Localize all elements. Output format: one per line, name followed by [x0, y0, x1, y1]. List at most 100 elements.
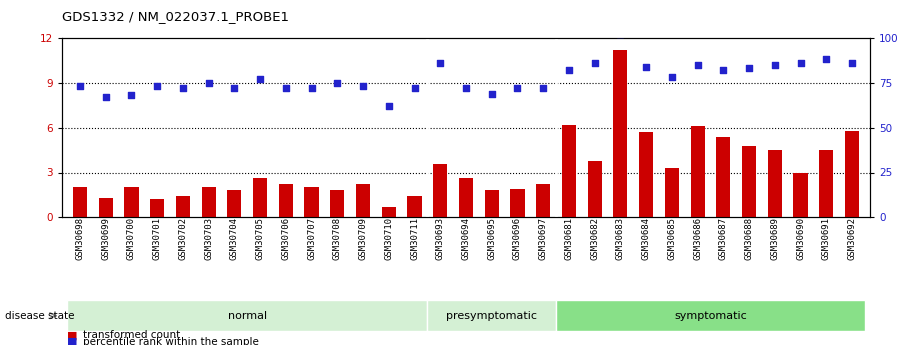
Bar [742, 146, 756, 217]
Bar [459, 178, 473, 217]
Text: GSM30702: GSM30702 [179, 217, 188, 260]
Bar [844, 131, 859, 217]
Text: GSM30695: GSM30695 [487, 217, 496, 260]
Point [767, 62, 782, 68]
Text: GSM30681: GSM30681 [565, 217, 573, 260]
Bar [382, 207, 396, 217]
Text: transformed count: transformed count [83, 331, 180, 340]
Text: GDS1332 / NM_022037.1_PROBE1: GDS1332 / NM_022037.1_PROBE1 [62, 10, 289, 23]
Text: GSM30705: GSM30705 [256, 217, 264, 260]
Bar [536, 185, 550, 217]
Text: GSM30710: GSM30710 [384, 217, 394, 260]
Text: GSM30691: GSM30691 [822, 217, 831, 260]
Text: GSM30689: GSM30689 [771, 217, 779, 260]
Bar [716, 137, 731, 217]
Point [407, 86, 422, 91]
Text: GSM30711: GSM30711 [410, 217, 419, 260]
Bar [562, 125, 576, 217]
Bar [639, 132, 653, 217]
Bar [819, 150, 834, 217]
Bar [485, 190, 499, 217]
Point [176, 86, 190, 91]
Point [124, 92, 138, 98]
Text: GSM30696: GSM30696 [513, 217, 522, 260]
Bar [427, 300, 556, 331]
Point [201, 80, 216, 86]
Point [561, 68, 576, 73]
Bar [150, 199, 164, 217]
Point [588, 60, 602, 66]
Point [433, 60, 447, 66]
Text: GSM30686: GSM30686 [693, 217, 702, 260]
Point [227, 86, 241, 91]
Point [664, 75, 679, 80]
Bar [176, 196, 190, 217]
Bar [330, 190, 344, 217]
Bar [67, 300, 427, 331]
Text: GSM30684: GSM30684 [641, 217, 650, 260]
Text: GSM30708: GSM30708 [333, 217, 342, 260]
Text: GSM30701: GSM30701 [153, 217, 161, 260]
Bar [588, 160, 602, 217]
Text: percentile rank within the sample: percentile rank within the sample [83, 337, 259, 345]
Text: GSM30687: GSM30687 [719, 217, 728, 260]
Bar [227, 190, 241, 217]
Text: GSM30688: GSM30688 [744, 217, 753, 260]
Bar [768, 150, 782, 217]
Text: GSM30685: GSM30685 [668, 217, 676, 260]
Text: GSM30692: GSM30692 [847, 217, 856, 260]
Point [253, 77, 268, 82]
Text: presymptomatic: presymptomatic [446, 311, 537, 321]
Point [459, 86, 474, 91]
Bar [73, 187, 87, 217]
Point [716, 68, 731, 73]
Point [73, 83, 87, 89]
Text: GSM30706: GSM30706 [281, 217, 291, 260]
Text: ■: ■ [67, 331, 77, 340]
Text: disease state: disease state [5, 311, 74, 321]
Bar [433, 164, 447, 217]
Point [691, 62, 705, 68]
Point [330, 80, 344, 86]
Point [510, 86, 525, 91]
Bar [356, 185, 370, 217]
Point [613, 32, 628, 37]
Text: GSM30707: GSM30707 [307, 217, 316, 260]
Bar [304, 187, 319, 217]
Text: GSM30690: GSM30690 [796, 217, 805, 260]
Bar [665, 168, 679, 217]
Point [844, 60, 859, 66]
Point [150, 83, 165, 89]
Text: GSM30700: GSM30700 [127, 217, 136, 260]
Text: GSM30698: GSM30698 [76, 217, 85, 260]
Bar [253, 178, 267, 217]
Bar [98, 198, 113, 217]
Point [819, 57, 834, 62]
Bar [613, 50, 628, 217]
Text: GSM30693: GSM30693 [435, 217, 445, 260]
Point [279, 86, 293, 91]
Point [304, 86, 319, 91]
Point [356, 83, 371, 89]
Bar [279, 185, 293, 217]
Text: ■: ■ [67, 337, 77, 345]
Point [639, 64, 653, 69]
Bar [125, 187, 138, 217]
Point [485, 91, 499, 96]
Bar [793, 172, 807, 217]
Bar [510, 189, 525, 217]
Text: GSM30699: GSM30699 [101, 217, 110, 260]
Text: GSM30697: GSM30697 [538, 217, 548, 260]
Text: GSM30683: GSM30683 [616, 217, 625, 260]
Text: GSM30694: GSM30694 [462, 217, 470, 260]
Text: GSM30682: GSM30682 [590, 217, 599, 260]
Text: symptomatic: symptomatic [674, 311, 747, 321]
Point [742, 66, 756, 71]
Point [793, 60, 808, 66]
Text: GSM30704: GSM30704 [230, 217, 239, 260]
Bar [201, 187, 216, 217]
Point [382, 104, 396, 109]
Point [536, 86, 550, 91]
Text: normal: normal [228, 311, 267, 321]
Bar [556, 300, 865, 331]
